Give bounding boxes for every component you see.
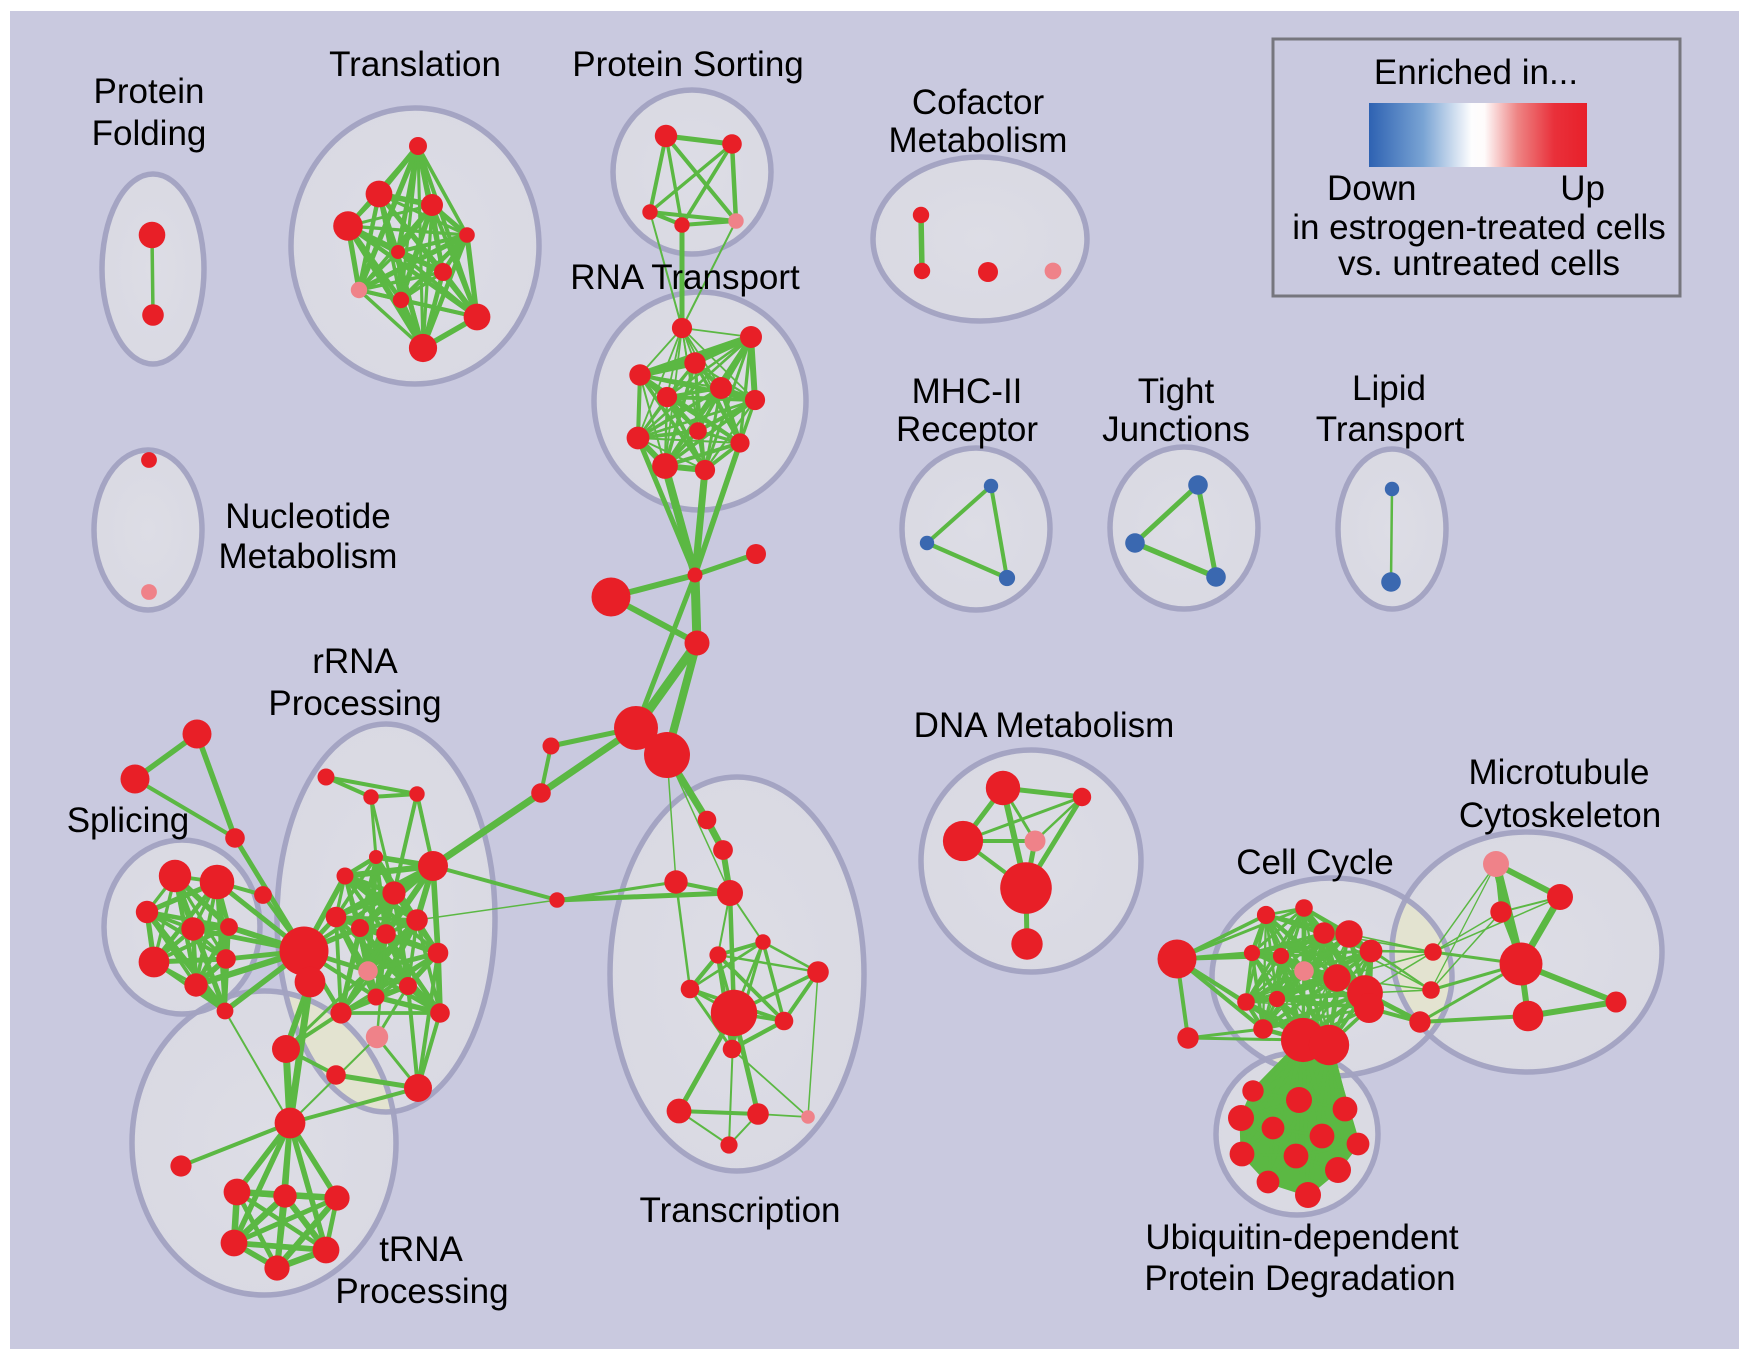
svg-text:vs. untreated cells: vs. untreated cells [1338, 244, 1620, 283]
svg-text:Metabolism: Metabolism [889, 121, 1068, 160]
svg-text:Down: Down [1327, 169, 1416, 208]
svg-text:Microtubule: Microtubule [1469, 753, 1650, 792]
svg-text:Processing: Processing [268, 684, 441, 723]
svg-text:rRNA: rRNA [312, 642, 398, 681]
svg-text:DNA Metabolism: DNA Metabolism [914, 706, 1175, 745]
svg-text:Cell Cycle: Cell Cycle [1236, 843, 1394, 882]
svg-text:Lipid: Lipid [1352, 369, 1426, 408]
svg-text:Protein Sorting: Protein Sorting [572, 45, 804, 84]
svg-text:Enriched in...: Enriched in... [1374, 53, 1578, 92]
svg-text:Splicing: Splicing [67, 801, 190, 840]
svg-text:MHC-II: MHC-II [912, 372, 1023, 411]
svg-text:Ubiquitin-dependent: Ubiquitin-dependent [1145, 1218, 1459, 1257]
svg-text:Junctions: Junctions [1102, 410, 1250, 449]
svg-text:RNA Transport: RNA Transport [570, 258, 800, 297]
svg-text:Metabolism: Metabolism [219, 537, 398, 576]
svg-text:Nucleotide: Nucleotide [225, 497, 390, 536]
svg-text:Transport: Transport [1316, 410, 1465, 449]
svg-text:Folding: Folding [92, 114, 207, 153]
svg-text:Translation: Translation [329, 45, 501, 84]
svg-text:Receptor: Receptor [896, 410, 1038, 449]
svg-text:tRNA: tRNA [379, 1230, 463, 1269]
svg-text:Up: Up [1560, 169, 1605, 208]
svg-text:Cofactor: Cofactor [912, 83, 1045, 122]
svg-text:in estrogen-treated cells: in estrogen-treated cells [1292, 208, 1666, 247]
svg-text:Cytoskeleton: Cytoskeleton [1459, 796, 1661, 835]
svg-text:Tight: Tight [1138, 372, 1215, 411]
svg-text:Protein: Protein [94, 72, 205, 111]
svg-text:Processing: Processing [335, 1272, 508, 1311]
svg-text:Transcription: Transcription [640, 1191, 841, 1230]
svg-text:Protein Degradation: Protein Degradation [1144, 1259, 1455, 1298]
